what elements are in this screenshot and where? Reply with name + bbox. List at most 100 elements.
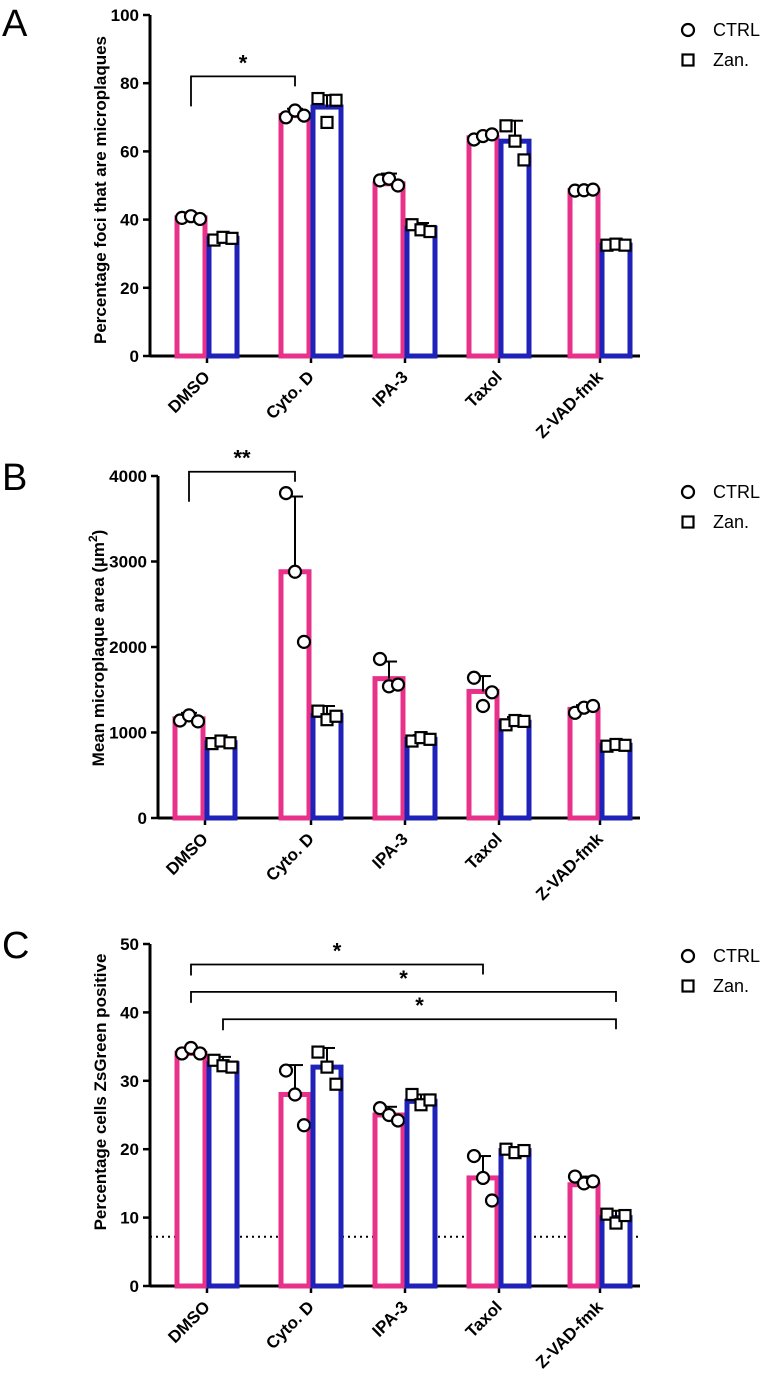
panel-b-bar-zan-1 — [310, 712, 344, 821]
panel-b-category-label-2: IPA-3 — [369, 829, 412, 872]
panel-c-category-label-0: DMSO — [164, 1297, 213, 1346]
panel-c-point-ctrl-2-0 — [372, 1101, 388, 1116]
panel-b-ytick-label-1: 1000 — [109, 724, 147, 743]
panel-a-category-label-2: IPA-3 — [369, 367, 412, 410]
panel-a-ytick-label-1: 20 — [120, 279, 139, 298]
panel-c-point-zan-1-0 — [311, 1045, 325, 1059]
panel-b-bar-zan-3 — [498, 719, 532, 821]
panel-a-point-zan-3-0 — [499, 119, 513, 133]
panel-a-bar-zan-3 — [498, 138, 532, 359]
panel-c-point-zan-1-2 — [329, 1077, 343, 1091]
panel-c-bar-ctrl-2 — [372, 1112, 406, 1289]
panel-a-bar-ctrl-3 — [466, 135, 500, 359]
panel-a-bar-ctrl-4 — [567, 188, 601, 359]
panel-c-sig-bracket-0 — [190, 963, 484, 976]
panel-a-point-zan-1-2 — [329, 93, 343, 107]
panel-a-point-zan-1-1 — [320, 115, 334, 130]
panel-b-point-zan-1-2 — [329, 709, 343, 723]
panel-b-bar-ctrl-4 — [567, 706, 601, 821]
panel-b-category-label-1: Cyto. D — [262, 829, 318, 885]
panel-b-ytick-label-4: 4000 — [109, 467, 147, 486]
panel-b-bar-zan-0 — [204, 740, 238, 821]
panel-b-ytick-label-3: 3000 — [109, 553, 147, 572]
panel-c-point-ctrl-4-0 — [567, 1169, 583, 1184]
panel-c-sig-label-0: * — [333, 939, 342, 964]
panel-c-point-zan-4-2 — [618, 1208, 632, 1223]
panel-b-legend-label-1: Zan. — [713, 512, 749, 532]
panel-c-ytick-label-1: 10 — [120, 1209, 139, 1228]
panel-a-sig-bracket-0 — [190, 75, 296, 107]
panel-a-category-label-4: Z-VAD-fmk — [532, 367, 607, 442]
panel-b-legend-square-icon — [681, 515, 695, 529]
panel-c-point-zan-4-1 — [609, 1216, 623, 1230]
panel-b-bar-zan-4 — [599, 742, 633, 821]
panel-b-point-zan-3-2 — [517, 714, 531, 728]
panel-c: C Percentage cells ZsGreen positive 0 10 2… — [2, 925, 760, 1372]
panel-a-point-zan-1-0 — [311, 91, 325, 106]
panel-a-point-ctrl-1-2 — [296, 108, 312, 123]
panel-c-category-label-1: Cyto. D — [262, 1297, 318, 1353]
panel-c-ytick-label-2: 20 — [120, 1140, 139, 1159]
panel-a-point-ctrl-2-2 — [390, 178, 406, 193]
panel-b-legend-circle-icon — [680, 484, 696, 500]
panel-a-category-label-0: DMSO — [164, 367, 213, 416]
panel-a-point-zan-4-2 — [618, 238, 632, 252]
panel-b-bar-ctrl-2 — [372, 676, 406, 821]
panel-a-point-ctrl-0-2 — [192, 211, 208, 227]
panel-b-point-zan-2-2 — [423, 732, 437, 746]
panel-b-point-ctrl-3-1 — [475, 698, 491, 714]
panel-c-ytick-label-5: 50 — [120, 935, 139, 954]
panel-a-point-zan-2-2 — [423, 224, 437, 239]
panel-b-bar-ctrl-0 — [172, 716, 206, 821]
panel-c-point-ctrl-3-2 — [484, 1193, 500, 1208]
panel-a-point-ctrl-1-0 — [278, 110, 294, 125]
panel-b-point-ctrl-2-0 — [372, 651, 388, 667]
panel-c-bar-zan-0 — [206, 1061, 240, 1289]
panel-a-bar-zan-2 — [404, 225, 438, 359]
panel-a-bar-ctrl-2 — [372, 181, 406, 359]
panel-a-legend-square-icon — [681, 53, 695, 67]
panel-a-point-ctrl-2-1 — [381, 171, 397, 186]
panel-b-ytick-label-2: 2000 — [109, 638, 147, 657]
panel-c-ylabel: Percentage cells ZsGreen positive — [91, 954, 110, 1231]
panel-a-point-zan-3-2 — [517, 153, 531, 167]
panel-c-point-zan-3-2 — [517, 1143, 531, 1158]
panel-c-legend-square-icon — [681, 979, 695, 993]
panel-b-point-ctrl-3-2 — [484, 685, 500, 700]
panel-b-point-ctrl-4-2 — [585, 698, 601, 714]
panel-a-sig-label-0: * — [239, 50, 248, 75]
panel-c-point-zan-1-1 — [320, 1060, 334, 1074]
panel-c-legend-label-1: Zan. — [713, 976, 749, 996]
panel-b-point-zan-4-2 — [618, 738, 632, 752]
panel-c-ytick-label-3: 30 — [120, 1072, 139, 1091]
panel-b-point-ctrl-2-2 — [390, 677, 406, 692]
panel-c-point-ctrl-1-1 — [287, 1087, 303, 1102]
panel-c-bar-zan-2 — [404, 1098, 438, 1289]
panel-c-sig-bracket-2 — [222, 1018, 617, 1031]
panel-c-point-ctrl-4-2 — [585, 1174, 601, 1189]
panel-b-point-ctrl-1-0 — [278, 486, 294, 501]
panel-a-ytick-label-2: 40 — [120, 211, 139, 230]
panel-c-bar-ctrl-3 — [466, 1175, 500, 1289]
panel-a-bar-ctrl-1 — [278, 113, 312, 359]
panel-b-point-zan-1-0 — [311, 704, 325, 718]
panel-b-bar-zan-2 — [404, 736, 438, 821]
panel-c-point-zan-2-2 — [423, 1093, 437, 1107]
panel-b: B Mean microplaque area (µm2) 0 1000 2000 3… — [2, 446, 760, 904]
panel-b-legend-label-0: CTRL — [713, 482, 760, 502]
panel-b-point-ctrl-0-2 — [190, 714, 206, 729]
panel-b-ylabel-main: Mean microplaque area (µm — [89, 542, 108, 766]
panel-b-sig-label-0: ** — [233, 446, 251, 471]
panel-a: A Percentage foci that are microplaques … — [2, 3, 760, 442]
panel-b-point-ctrl-1-2 — [296, 634, 312, 649]
panel-a-point-zan-3-1 — [508, 134, 522, 148]
panel-c-point-zan-0-2 — [225, 1060, 239, 1074]
panel-c-point-zan-2-0 — [405, 1087, 419, 1102]
panel-a-point-ctrl-3-2 — [484, 127, 500, 142]
panel-b-letter: B — [2, 457, 27, 499]
panel-a-ytick-label-5: 100 — [111, 6, 139, 25]
panel-a-category-label-1: Cyto. D — [262, 367, 318, 423]
panel-c-point-ctrl-2-2 — [390, 1113, 406, 1128]
panel-a-ytick-label-3: 60 — [120, 142, 139, 161]
